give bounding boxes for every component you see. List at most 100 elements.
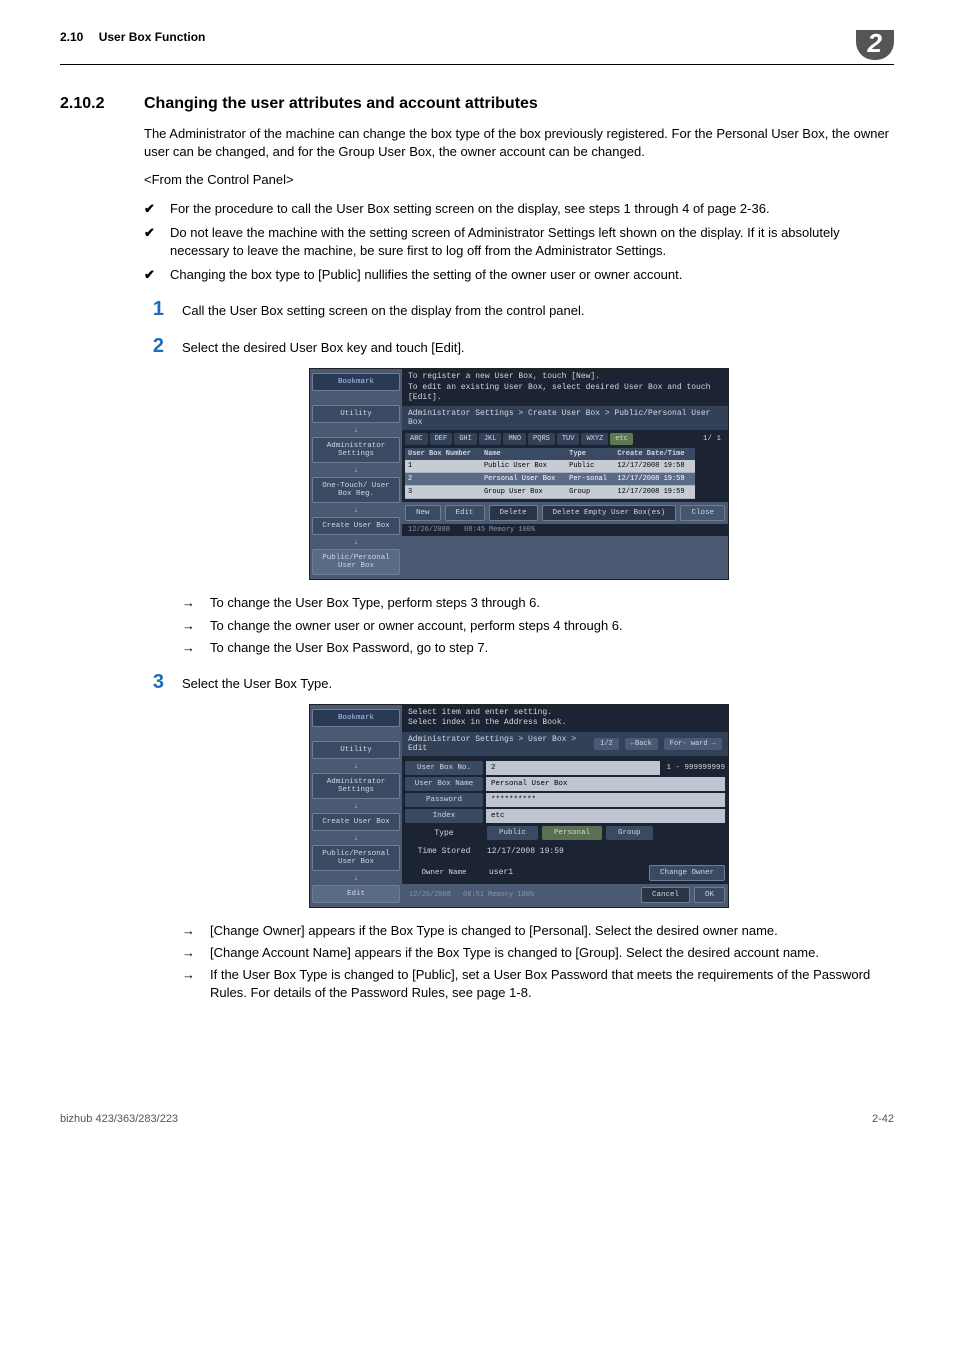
alpha-tab[interactable]: TUV: [557, 433, 580, 445]
status-time: 08:51: [463, 891, 484, 899]
breadcrumb: Administrator Settings > User Box > Edit: [408, 735, 588, 753]
alpha-tab[interactable]: MNO: [503, 433, 526, 445]
table-row-selected[interactable]: 2 Personal User Box Per-sonal 12/17/2008…: [405, 473, 695, 486]
alpha-tab[interactable]: JKL: [479, 433, 502, 445]
arrow-list: →[Change Owner] appears if the Box Type …: [182, 922, 894, 1003]
userbox-name-label[interactable]: User Box Name: [405, 777, 483, 791]
alpha-tab-selected[interactable]: etc: [610, 433, 633, 445]
sidebar-item-utility[interactable]: Utility: [312, 405, 400, 423]
chevron-down-icon: ↓: [312, 873, 400, 883]
th-type: Type: [566, 448, 614, 460]
chevron-down-icon: ↓: [312, 833, 400, 843]
userbox-no-range: 1 - 999999999: [660, 764, 725, 772]
footer-model: bizhub 423/363/283/223: [60, 1113, 178, 1125]
userbox-name-value: Personal User Box: [486, 777, 725, 791]
th-number: User Box Number: [405, 448, 481, 460]
type-group-button[interactable]: Group: [606, 826, 653, 840]
alpha-tab[interactable]: GHI: [454, 433, 477, 445]
arrow-icon: →: [182, 639, 200, 657]
alpha-tab[interactable]: DEF: [430, 433, 453, 445]
password-label[interactable]: Password: [405, 793, 483, 807]
step-number: 2: [144, 335, 164, 358]
panel-instruction: To edit an existing User Box, select des…: [408, 383, 722, 404]
arrow-item: If the User Box Type is changed to [Publ…: [210, 966, 894, 1002]
bookmark-button[interactable]: Bookmark: [312, 709, 400, 727]
panel-instruction: To register a new User Box, touch [New].: [408, 372, 722, 382]
status-mem-label: Memory: [489, 526, 514, 534]
arrow-list: → To change the User Box Type, perform st…: [182, 594, 894, 657]
check-list: ✔For the procedure to call the User Box …: [144, 200, 894, 285]
step-number: 3: [144, 671, 164, 694]
sidebar-item-admin-settings[interactable]: Administrator Settings: [312, 773, 400, 799]
bookmark-button[interactable]: Bookmark: [312, 373, 400, 391]
arrow-icon: →: [182, 966, 200, 1002]
check-item: Do not leave the machine with the settin…: [170, 224, 894, 260]
step-text: Select the User Box Type.: [182, 675, 894, 693]
userbox-no-value[interactable]: 2: [486, 761, 660, 775]
chapter-badge: 2: [856, 30, 894, 60]
type-label: Type: [405, 826, 483, 841]
section-number: 2.10.2: [60, 95, 120, 113]
arrow-icon: →: [182, 922, 200, 940]
arrow-item: [Change Account Name] appears if the Box…: [210, 944, 894, 962]
th-name: Name: [481, 448, 566, 460]
sidebar-item-create-userbox[interactable]: Create User Box: [312, 517, 400, 535]
table-row[interactable]: 1 Public User Box Public 12/17/2008 19:5…: [405, 460, 695, 473]
index-label[interactable]: Index: [405, 809, 483, 823]
time-stored-value: 12/17/2008 19:59: [487, 847, 607, 856]
status-date: 12/26/2008: [408, 526, 450, 534]
section-title: Changing the user attributes and account…: [144, 95, 538, 113]
time-stored-label: Time Stored: [405, 844, 483, 859]
step-number: 1: [144, 298, 164, 321]
back-button[interactable]: ←Back: [625, 738, 658, 750]
check-icon: ✔: [144, 200, 160, 218]
sidebar-item-edit[interactable]: Edit: [312, 885, 400, 903]
type-public-button[interactable]: Public: [487, 826, 538, 840]
arrow-item: To change the User Box Password, go to s…: [210, 639, 894, 657]
arrow-icon: →: [182, 617, 200, 635]
sidebar-item-public-personal[interactable]: Public/Personal User Box: [312, 549, 400, 575]
arrow-icon: →: [182, 594, 200, 612]
ok-button[interactable]: OK: [694, 887, 725, 903]
delete-empty-button[interactable]: Delete Empty User Box(es): [542, 505, 677, 521]
status-mem-label: Memory: [488, 891, 513, 899]
change-owner-button[interactable]: Change Owner: [649, 865, 725, 881]
chevron-down-icon: ↓: [312, 801, 400, 811]
sidebar-item-onetouch[interactable]: One-Touch/ User Box Reg.: [312, 477, 400, 503]
status-mem-pct: 100%: [518, 526, 535, 534]
edit-button[interactable]: Edit: [445, 505, 485, 521]
from-control-panel: <From the Control Panel>: [144, 171, 894, 189]
sidebar-item-create-userbox[interactable]: Create User Box: [312, 813, 400, 831]
pager: 1/ 1: [699, 433, 725, 445]
panel-instruction: Select item and enter setting.: [408, 708, 722, 718]
forward-button[interactable]: For- ward →: [664, 738, 722, 750]
type-personal-button[interactable]: Personal: [542, 826, 602, 840]
header-section-title: User Box Function: [99, 30, 206, 44]
sidebar-item-utility[interactable]: Utility: [312, 741, 400, 759]
alpha-tab[interactable]: PQRS: [528, 433, 555, 445]
password-value: **********: [486, 793, 725, 807]
delete-button[interactable]: Delete: [489, 505, 538, 521]
close-button[interactable]: Close: [680, 505, 725, 521]
alpha-tab[interactable]: WXYZ: [581, 433, 608, 445]
alpha-tabs: ABC DEF GHI JKL MNO PQRS TUV WXYZ etc: [405, 433, 695, 445]
check-icon: ✔: [144, 266, 160, 284]
chevron-down-icon: ↓: [312, 425, 400, 435]
owner-name-label: Owner Name: [405, 869, 483, 877]
header-section-no: 2.10: [60, 30, 83, 44]
user-box-table: User Box Number Name Type Create Date/Ti…: [405, 448, 695, 499]
table-row[interactable]: 3 Group User Box Group 12/17/2008 19:59: [405, 486, 695, 499]
arrow-item: To change the User Box Type, perform ste…: [210, 594, 894, 612]
sidebar-item-admin-settings[interactable]: Administrator Settings: [312, 437, 400, 463]
step-text: Select the desired User Box key and touc…: [182, 339, 894, 357]
status-mem-pct: 100%: [517, 891, 534, 899]
alpha-tab[interactable]: ABC: [405, 433, 428, 445]
cancel-button[interactable]: Cancel: [641, 887, 690, 903]
intro-paragraph: The Administrator of the machine can cha…: [144, 125, 894, 161]
control-panel-screenshot-2: Bookmark Utility ↓ Administrator Setting…: [309, 704, 729, 908]
sidebar-item-public-personal[interactable]: Public/Personal User Box: [312, 845, 400, 871]
chevron-down-icon: ↓: [312, 761, 400, 771]
new-button[interactable]: New: [405, 505, 441, 521]
page-indicator: 1/2: [594, 738, 619, 750]
footer-page: 2-42: [872, 1113, 894, 1125]
